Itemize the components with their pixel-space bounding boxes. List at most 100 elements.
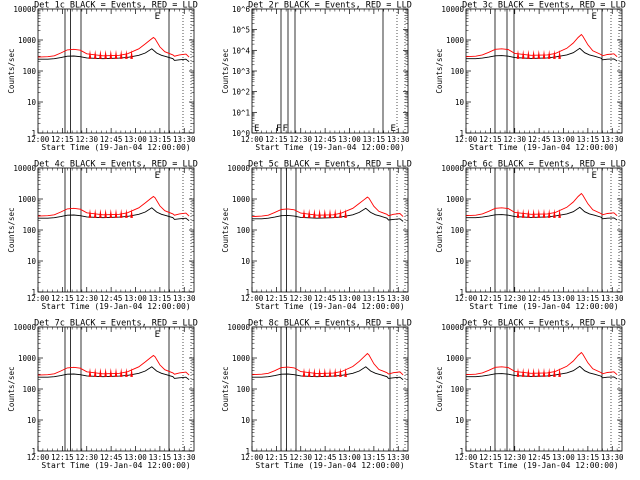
lld-spike-mark <box>302 367 306 377</box>
plot-title: Det 8c BLACK = Events, RED = LLD <box>248 319 412 329</box>
x-tick-label: 12:45 <box>528 135 551 144</box>
lld-spike-mark <box>344 208 347 218</box>
plot-frame <box>37 8 195 134</box>
x-tick-label: 13:00 <box>338 294 361 303</box>
y-tick-label: 100 <box>236 385 250 394</box>
lld-spike-mark <box>104 367 107 377</box>
plot-title: Det 1c BLACK = Events, RED = LLD <box>34 1 198 11</box>
y-tick-label: 10 <box>455 98 465 107</box>
y-tick-label: 10000 <box>441 5 464 14</box>
lld-spike-mark <box>318 208 321 218</box>
lld-spike-mark <box>527 367 530 377</box>
y-tick-label: 1 <box>31 288 36 297</box>
y-tick-label: 100 <box>450 226 464 235</box>
x-tick-label: 12:00 <box>27 135 50 144</box>
x-tick-label: 12:00 <box>27 453 50 462</box>
x-tick-label: 12:30 <box>289 135 312 144</box>
y-tick-label: 10 <box>27 416 37 425</box>
x-tick-label: 12:15 <box>479 294 502 303</box>
flag-marker: E <box>155 330 160 340</box>
lld-spike-mark <box>516 208 520 218</box>
lld-spike-mark <box>547 208 551 218</box>
plot-title: Det 5c BLACK = Events, RED = LLD <box>248 160 412 170</box>
x-tick-label: 12:15 <box>479 135 502 144</box>
y-tick-label: 10 <box>241 416 251 425</box>
y-tick-label: 1000 <box>232 195 251 204</box>
plot-frame <box>465 167 623 293</box>
lld-spike-mark <box>553 49 556 59</box>
lld-spike-mark <box>109 208 113 218</box>
x-axis-label: Start Time (19-Jan-04 12:00:00) <box>469 143 618 152</box>
plot-frame <box>251 167 409 293</box>
x-tick-label: 13:00 <box>338 453 361 462</box>
y-tick-label: 1 <box>31 129 36 138</box>
x-tick-label: 13:30 <box>173 294 196 303</box>
plot-frame <box>465 326 623 452</box>
lld-spike-mark <box>532 208 535 218</box>
x-tick-label: 12:30 <box>75 453 98 462</box>
lld-spike-mark <box>119 367 123 377</box>
x-tick-label: 13:00 <box>338 135 361 144</box>
x-tick-label: 13:30 <box>387 294 410 303</box>
panel-det-6: Det 6c BLACK = Events, RED = LLD 1 10 100 10… <box>435 160 626 312</box>
lld-spike-mark <box>527 208 530 218</box>
lld-spike-mark <box>109 367 113 377</box>
lld-spike-mark <box>125 367 128 377</box>
x-tick-label: 13:00 <box>552 294 575 303</box>
x-tick-label: 12:45 <box>314 294 337 303</box>
y-tick-label: 10000 <box>227 323 250 332</box>
lld-spike-mark <box>339 208 342 218</box>
x-tick-label: 13:30 <box>173 453 196 462</box>
y-tick-label: 1000 <box>446 354 465 363</box>
y-tick-label: 10 <box>27 98 37 107</box>
lld-spike-mark <box>558 367 561 377</box>
y-tick-label: 10^2 <box>232 88 250 97</box>
y-tick-label: 10000 <box>441 164 464 173</box>
x-tick-label: 12:45 <box>314 453 337 462</box>
x-tick-label: 12:45 <box>528 453 551 462</box>
x-tick-label: 13:00 <box>124 294 147 303</box>
x-tick-label: 12:00 <box>241 294 264 303</box>
x-tick-label: 12:45 <box>100 453 123 462</box>
x-tick-label: 12:30 <box>503 294 526 303</box>
x-tick-label: 13:15 <box>577 294 600 303</box>
lld-spike-mark <box>104 208 107 218</box>
plot-frame <box>465 8 623 134</box>
lld-spike-mark <box>93 49 97 59</box>
lld-spike-mark <box>114 367 118 377</box>
y-tick-label: 100 <box>450 67 464 76</box>
x-tick-label: 12:30 <box>503 453 526 462</box>
lld-spike-mark <box>344 367 347 377</box>
lld-spike-mark <box>339 367 342 377</box>
y-tick-label: 10 <box>241 257 251 266</box>
flag-marker: E <box>592 12 597 22</box>
y-axis-label: Counts/sec <box>7 366 16 411</box>
x-tick-label: 12:00 <box>241 453 264 462</box>
x-tick-label: 13:30 <box>173 135 196 144</box>
y-tick-label: 10^6 <box>232 5 251 14</box>
x-axis-label: Start Time (19-Jan-04 12:00:00) <box>255 461 404 470</box>
lld-spike-mark <box>88 208 92 218</box>
x-tick-label: 12:00 <box>455 294 478 303</box>
lld-spike-mark <box>537 208 541 218</box>
y-tick-label: 1000 <box>18 354 37 363</box>
lld-spike-mark <box>516 367 520 377</box>
lld-spike-mark <box>547 367 551 377</box>
lld-spike-mark <box>328 367 332 377</box>
y-tick-label: 10 <box>455 257 465 266</box>
series-events-line <box>252 207 404 222</box>
y-tick-label: 1 <box>459 129 464 138</box>
y-tick-label: 10^1 <box>232 108 250 117</box>
x-tick-label: 12:30 <box>75 135 98 144</box>
flag-marker: E <box>391 124 396 134</box>
y-tick-label: 1 <box>31 447 36 456</box>
x-tick-label: 13:30 <box>387 135 410 144</box>
y-axis-label: Counts/sec <box>7 48 16 93</box>
x-axis-label: Start Time (19-Jan-04 12:00:00) <box>41 302 190 311</box>
lld-spike-mark <box>313 208 316 218</box>
x-tick-label: 13:15 <box>363 294 386 303</box>
y-tick-label: 10^4 <box>232 46 251 55</box>
lld-spike-mark <box>527 49 530 59</box>
series-lld-line <box>251 352 404 376</box>
flag-marker: E <box>155 12 160 22</box>
